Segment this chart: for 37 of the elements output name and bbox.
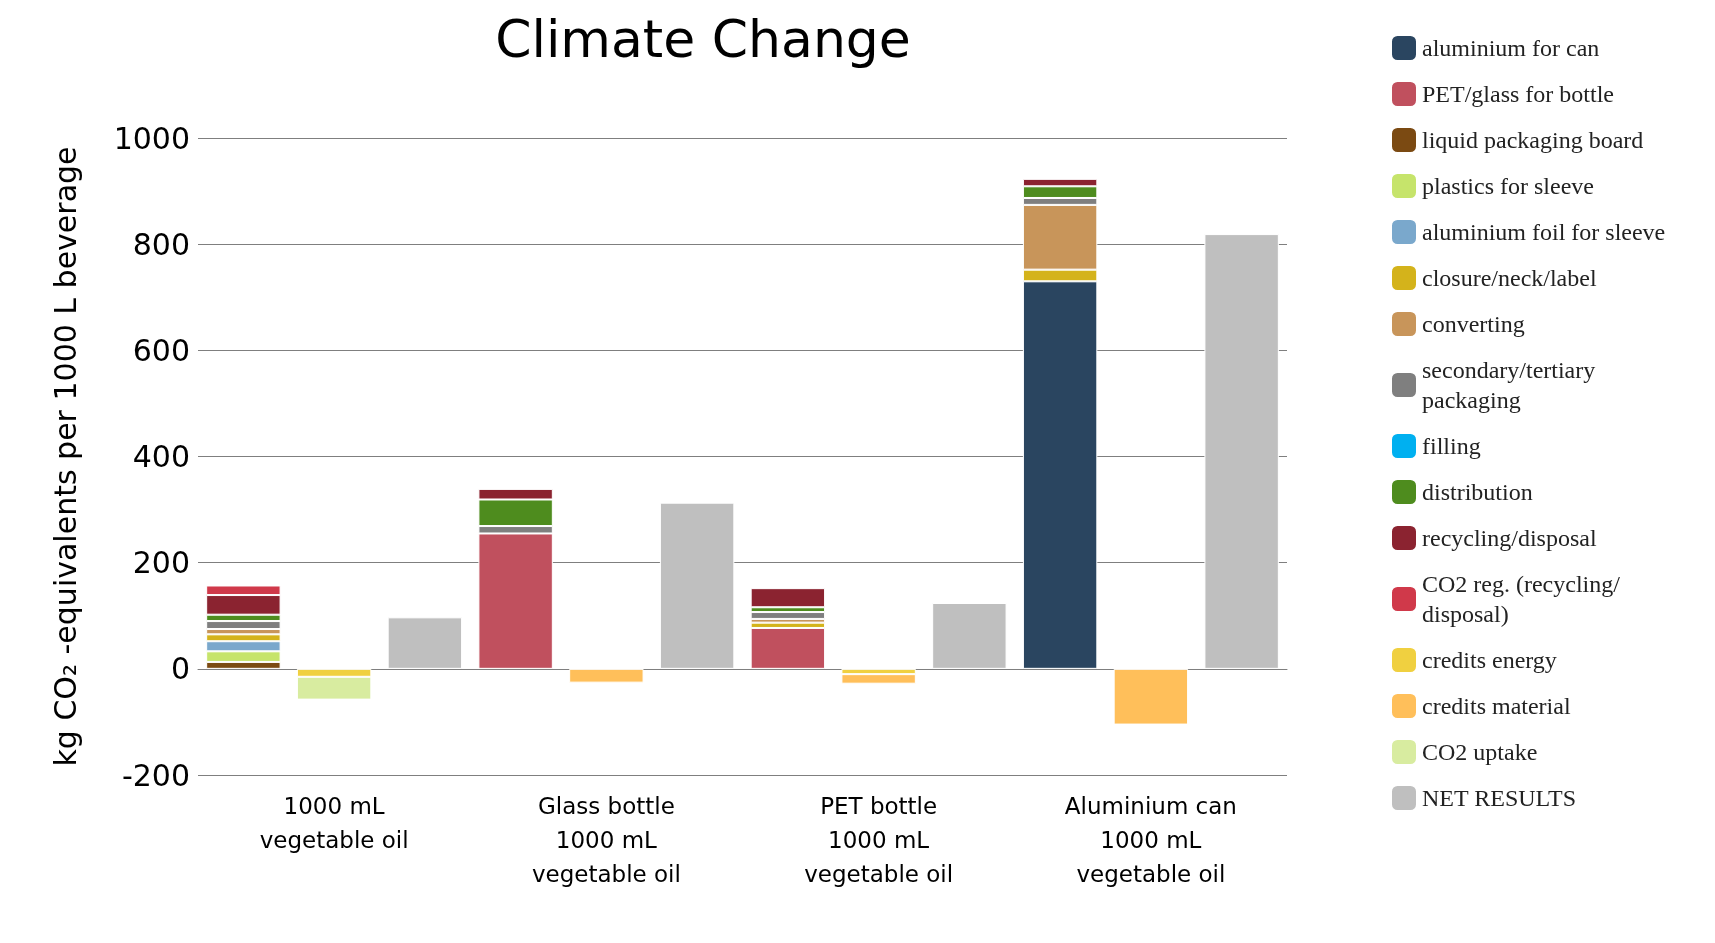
legend-label: secondary/tertiary packaging xyxy=(1422,357,1602,413)
y-axis-title: kg CO₂ -equivalents per 1000 L beverage xyxy=(47,146,83,767)
legend-label: converting xyxy=(1422,311,1525,337)
legend-label: liquid packaging board xyxy=(1422,127,1644,153)
legend-label: CO2 uptake xyxy=(1422,739,1538,765)
y-tick-label: 1000 xyxy=(113,120,190,156)
y-tick-label: 600 xyxy=(132,332,190,368)
x-tick-label: Aluminium can 1000 mL vegetable oil xyxy=(1064,793,1237,887)
legend-label: aluminium foil for sleeve xyxy=(1422,219,1666,245)
legend-label: NET RESULTS xyxy=(1422,785,1577,811)
bar xyxy=(1113,668,1189,725)
x-tick-label: 1000 mL vegetable oil xyxy=(259,793,409,853)
legend-label: credits material xyxy=(1422,693,1571,719)
bar xyxy=(1204,234,1279,669)
bar xyxy=(750,627,826,669)
bar xyxy=(387,617,463,669)
legend-label: CO2 reg. (recycling/disposal) xyxy=(1422,571,1621,627)
legend-label: plastics for sleeve xyxy=(1422,173,1594,199)
bar xyxy=(659,502,735,669)
bar xyxy=(932,603,1007,669)
y-tick-label: 800 xyxy=(132,226,190,262)
bar xyxy=(750,588,826,608)
y-tick-label: 200 xyxy=(132,545,190,581)
legend-label: PET/glass for bottle xyxy=(1422,81,1614,107)
x-tick-label: Glass bottle 1000 mL vegetable oil xyxy=(531,793,681,887)
legend-label: aluminium for can xyxy=(1422,35,1600,61)
x-tick-label: PET bottle 1000 mL vegetable oil xyxy=(804,793,954,887)
bar xyxy=(569,668,644,683)
legend-label: credits energy xyxy=(1422,647,1557,673)
legend-label: distribution xyxy=(1422,479,1533,505)
legend-label: recycling/disposal xyxy=(1422,525,1597,551)
legend-label: closure/neck/label xyxy=(1422,265,1597,291)
y-tick-label: -200 xyxy=(121,757,190,793)
y-tick-label: 0 xyxy=(170,651,190,687)
legend-label: filling xyxy=(1422,433,1481,459)
y-tick-label: 400 xyxy=(132,439,190,474)
chart-title: Climate Change xyxy=(495,9,911,69)
